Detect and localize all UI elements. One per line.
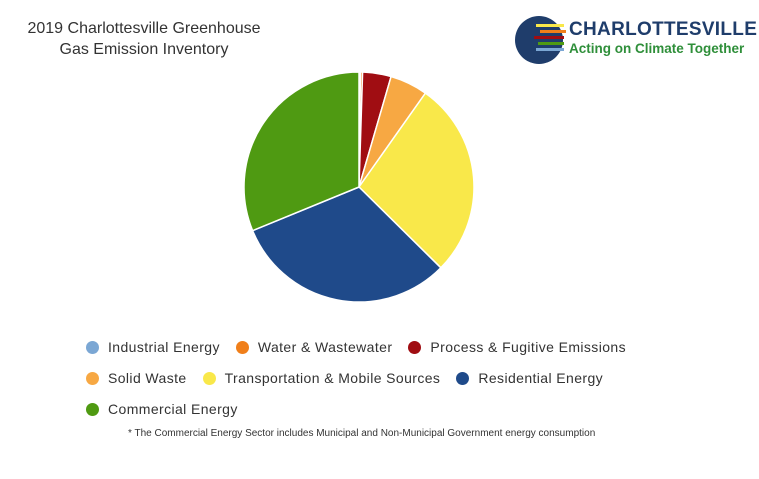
legend-item: Process & Fugitive Emissions [408, 337, 626, 357]
legend-label: Industrial Energy [108, 339, 220, 355]
legend-swatch [86, 340, 99, 354]
legend-item: Residential Energy [456, 368, 603, 388]
legend-swatch [408, 340, 422, 354]
legend-item: Commercial Energy [86, 399, 238, 419]
logo-tagline: Acting on Climate Together [569, 41, 745, 56]
legend-item: Industrial Energy [86, 337, 220, 357]
legend-item: Water & Wastewater [235, 337, 393, 357]
legend-label: Solid Waste [108, 370, 187, 386]
legend-item: Transportation & Mobile Sources [202, 368, 441, 388]
logo-mark [515, 16, 566, 64]
footnote: * The Commercial Energy Sector includes … [128, 428, 596, 439]
legend-label: Process & Fugitive Emissions [430, 339, 626, 355]
legend-swatch [235, 340, 249, 354]
legend-label: Transportation & Mobile Sources [224, 370, 441, 386]
legend: Industrial Energy Water & Wastewater Proce… [86, 337, 666, 419]
legend-label: Residential Energy [478, 370, 604, 386]
legend-swatch [86, 371, 99, 385]
logo-name: CHARLOTTESVILLE [569, 19, 758, 40]
pie-slice [358, 92, 475, 269]
chart-title: 2019 Charlottesville Greenhouse Gas Emis… [27, 20, 261, 58]
pie-slice [251, 186, 442, 303]
legend-label: Water & Wastewater [257, 339, 393, 355]
legend-label: Commercial Energy [108, 401, 238, 417]
legend-swatch [202, 371, 216, 385]
legend-swatch [456, 371, 470, 385]
legend-item: Solid Waste [86, 368, 187, 388]
legend-swatch [86, 402, 99, 416]
pie-slice [243, 71, 360, 232]
